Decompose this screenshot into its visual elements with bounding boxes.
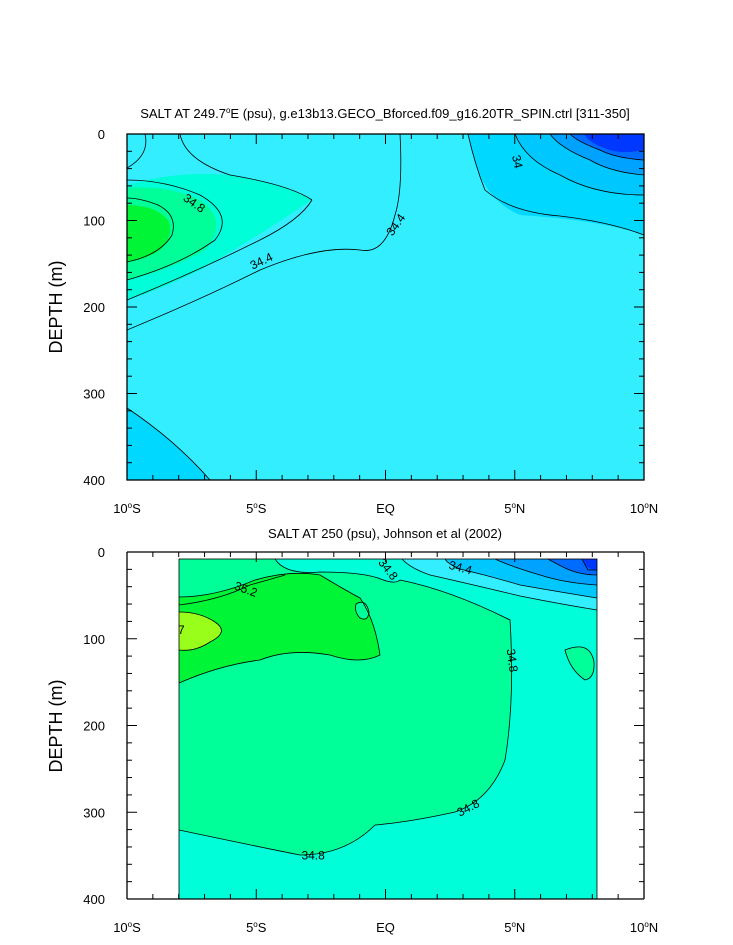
top-x-tick-label: 10oS <box>113 501 141 516</box>
top-contour-line <box>467 134 644 236</box>
bottom-contour-lines <box>179 559 597 856</box>
bottom-y-tick-label: 200 <box>83 719 105 734</box>
top-x-tick-label: 5oS <box>246 501 267 516</box>
bottom-y-label: DEPTH (m) <box>46 680 66 773</box>
bottom-contour-label: 34.8 <box>504 648 521 673</box>
top-y-tick-label: 200 <box>83 300 105 315</box>
top-contour-line <box>514 134 644 196</box>
bottom-axes: 0 100 200 300 400 10oS 5oS EQ 5oN 10oN <box>83 545 658 935</box>
bottom-y-tick-label: 400 <box>83 892 105 907</box>
top-contour-line <box>127 134 402 331</box>
bottom-contour-line <box>564 646 595 681</box>
top-region-north-core <box>580 134 644 153</box>
bottom-x-tick-label: 5oN <box>504 920 525 935</box>
top-contour-line <box>127 197 174 263</box>
bottom-contour-line <box>179 572 381 684</box>
bottom-region-high <box>179 573 380 683</box>
bottom-contour-line <box>179 574 286 606</box>
top-contour-line <box>127 134 147 169</box>
bottom-contour-line <box>179 611 222 651</box>
top-contour-line <box>569 134 644 161</box>
top-contour-lines <box>127 134 644 480</box>
bottom-contour-line <box>494 559 597 586</box>
top-contour-line <box>179 134 313 201</box>
bottom-region-max <box>179 612 222 651</box>
top-title: SALT AT 249.7oE (psu), g.e13b13.GECO_Bfo… <box>140 106 630 121</box>
bottom-x-tick-label: 10oS <box>113 920 141 935</box>
top-y-tick-label: 100 <box>83 214 105 229</box>
bottom-contour-line <box>444 559 597 599</box>
top-contour-line <box>127 407 211 480</box>
top-panel: SALT AT 249.7oE (psu), g.e13b13.GECO_Bfo… <box>46 106 658 516</box>
bottom-contour-line <box>401 559 597 611</box>
top-axes: 0 100 200 300 400 10oS 5oS EQ 5oN 10oN <box>83 127 658 516</box>
top-x-tick-label: 5oN <box>504 501 525 516</box>
bottom-contour-labels: 35.234.8 34.434.834.834.87 <box>178 556 521 863</box>
top-y-tick-label: 400 <box>83 473 105 488</box>
top-contour-label: 34 <box>509 154 526 170</box>
bottom-contour-label: 34.4 <box>447 558 473 578</box>
top-region-deep-low <box>127 408 210 480</box>
bottom-contour-label: 34.8 <box>301 849 325 863</box>
bottom-y-tick-label: 300 <box>83 805 105 820</box>
bottom-contour-line <box>581 559 597 571</box>
bottom-contour-fill <box>179 559 597 899</box>
top-y-tick-label: 300 <box>83 387 105 402</box>
top-x-tick-label: EQ <box>376 501 395 516</box>
top-x-tick-label: 10oN <box>630 501 658 516</box>
bottom-region-north-core <box>582 559 597 570</box>
top-y-label: DEPTH (m) <box>46 261 66 354</box>
bottom-x-tick-label: 10oN <box>630 920 658 935</box>
bottom-x-tick-label: 5oS <box>246 920 267 935</box>
bottom-y-tick-label: 0 <box>98 545 105 560</box>
top-contour-fill <box>127 134 644 480</box>
bottom-contour-line <box>179 559 513 856</box>
bottom-region-patch <box>355 602 369 620</box>
bottom-contour-line <box>355 601 370 620</box>
top-y-tick-label: 0 <box>98 127 105 142</box>
bottom-y-tick-label: 100 <box>83 632 105 647</box>
bottom-contour-line <box>547 559 597 576</box>
top-region-south-max <box>127 205 171 262</box>
bottom-x-tick-label: EQ <box>376 920 395 935</box>
top-contour-line <box>549 134 644 176</box>
top-contour-line <box>127 179 223 281</box>
bottom-panel: SALT AT 250 (psu), Johnson et al (2002) <box>46 526 658 935</box>
bottom-contour-label: 7 <box>178 623 185 637</box>
bottom-region-bay <box>565 646 595 680</box>
top-contour-line <box>127 199 313 301</box>
bottom-title: SALT AT 250 (psu), Johnson et al (2002) <box>268 526 502 541</box>
